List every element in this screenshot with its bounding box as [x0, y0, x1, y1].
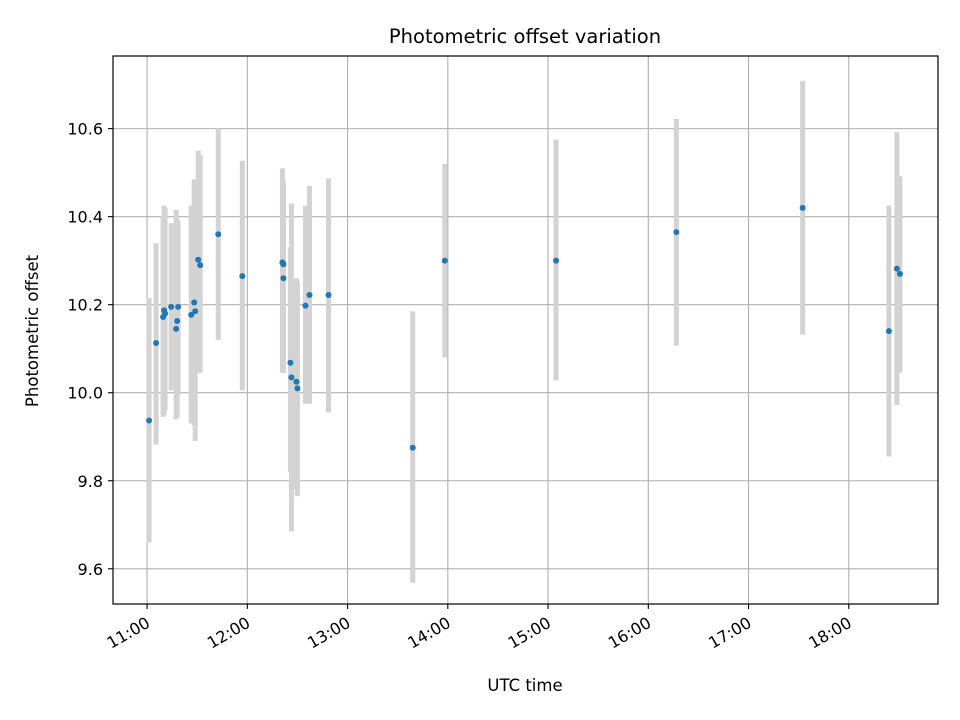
- data-point: [294, 385, 301, 392]
- y-tick-label: 9.8: [78, 472, 103, 491]
- data-point: [239, 273, 246, 280]
- data-point: [153, 339, 160, 346]
- data-point: [280, 275, 287, 282]
- data-point: [325, 292, 332, 299]
- data-point: [162, 310, 169, 317]
- data-point: [188, 311, 195, 318]
- data-point: [553, 257, 560, 264]
- data-point: [288, 374, 295, 381]
- y-tick-label: 10.4: [67, 208, 103, 227]
- data-point: [409, 444, 416, 451]
- data-point: [885, 328, 892, 335]
- data-point: [673, 229, 680, 236]
- data-point: [799, 204, 806, 211]
- data-point: [293, 378, 300, 385]
- data-point: [146, 417, 153, 424]
- y-tick-label: 10.0: [67, 384, 103, 403]
- data-point: [175, 303, 182, 310]
- data-point: [893, 265, 900, 272]
- data-point: [195, 256, 202, 263]
- x-axis-label: UTC time: [487, 676, 562, 695]
- data-point: [280, 261, 287, 268]
- data-point: [287, 359, 294, 366]
- data-point: [896, 270, 903, 277]
- data-point: [197, 262, 204, 269]
- data-point: [191, 299, 198, 306]
- y-axis: 9.6 9.8 10.0 10.2 10.4 10.6: [67, 120, 113, 579]
- data-point: [306, 292, 313, 299]
- y-axis-label: Photometric offset: [23, 254, 42, 407]
- data-point: [302, 302, 309, 309]
- y-tick-label: 10.6: [67, 120, 103, 139]
- y-tick-label: 10.2: [67, 296, 103, 315]
- plot-frame: [112, 55, 939, 605]
- y-tick-label: 9.6: [78, 560, 103, 579]
- chart-title: Photometric offset variation: [389, 25, 661, 48]
- data-point: [441, 257, 448, 264]
- data-point: [174, 317, 181, 324]
- data-point: [173, 325, 180, 332]
- data-point: [168, 303, 175, 310]
- data-points: [146, 204, 903, 451]
- data-point: [215, 231, 222, 238]
- data-point: [192, 308, 199, 315]
